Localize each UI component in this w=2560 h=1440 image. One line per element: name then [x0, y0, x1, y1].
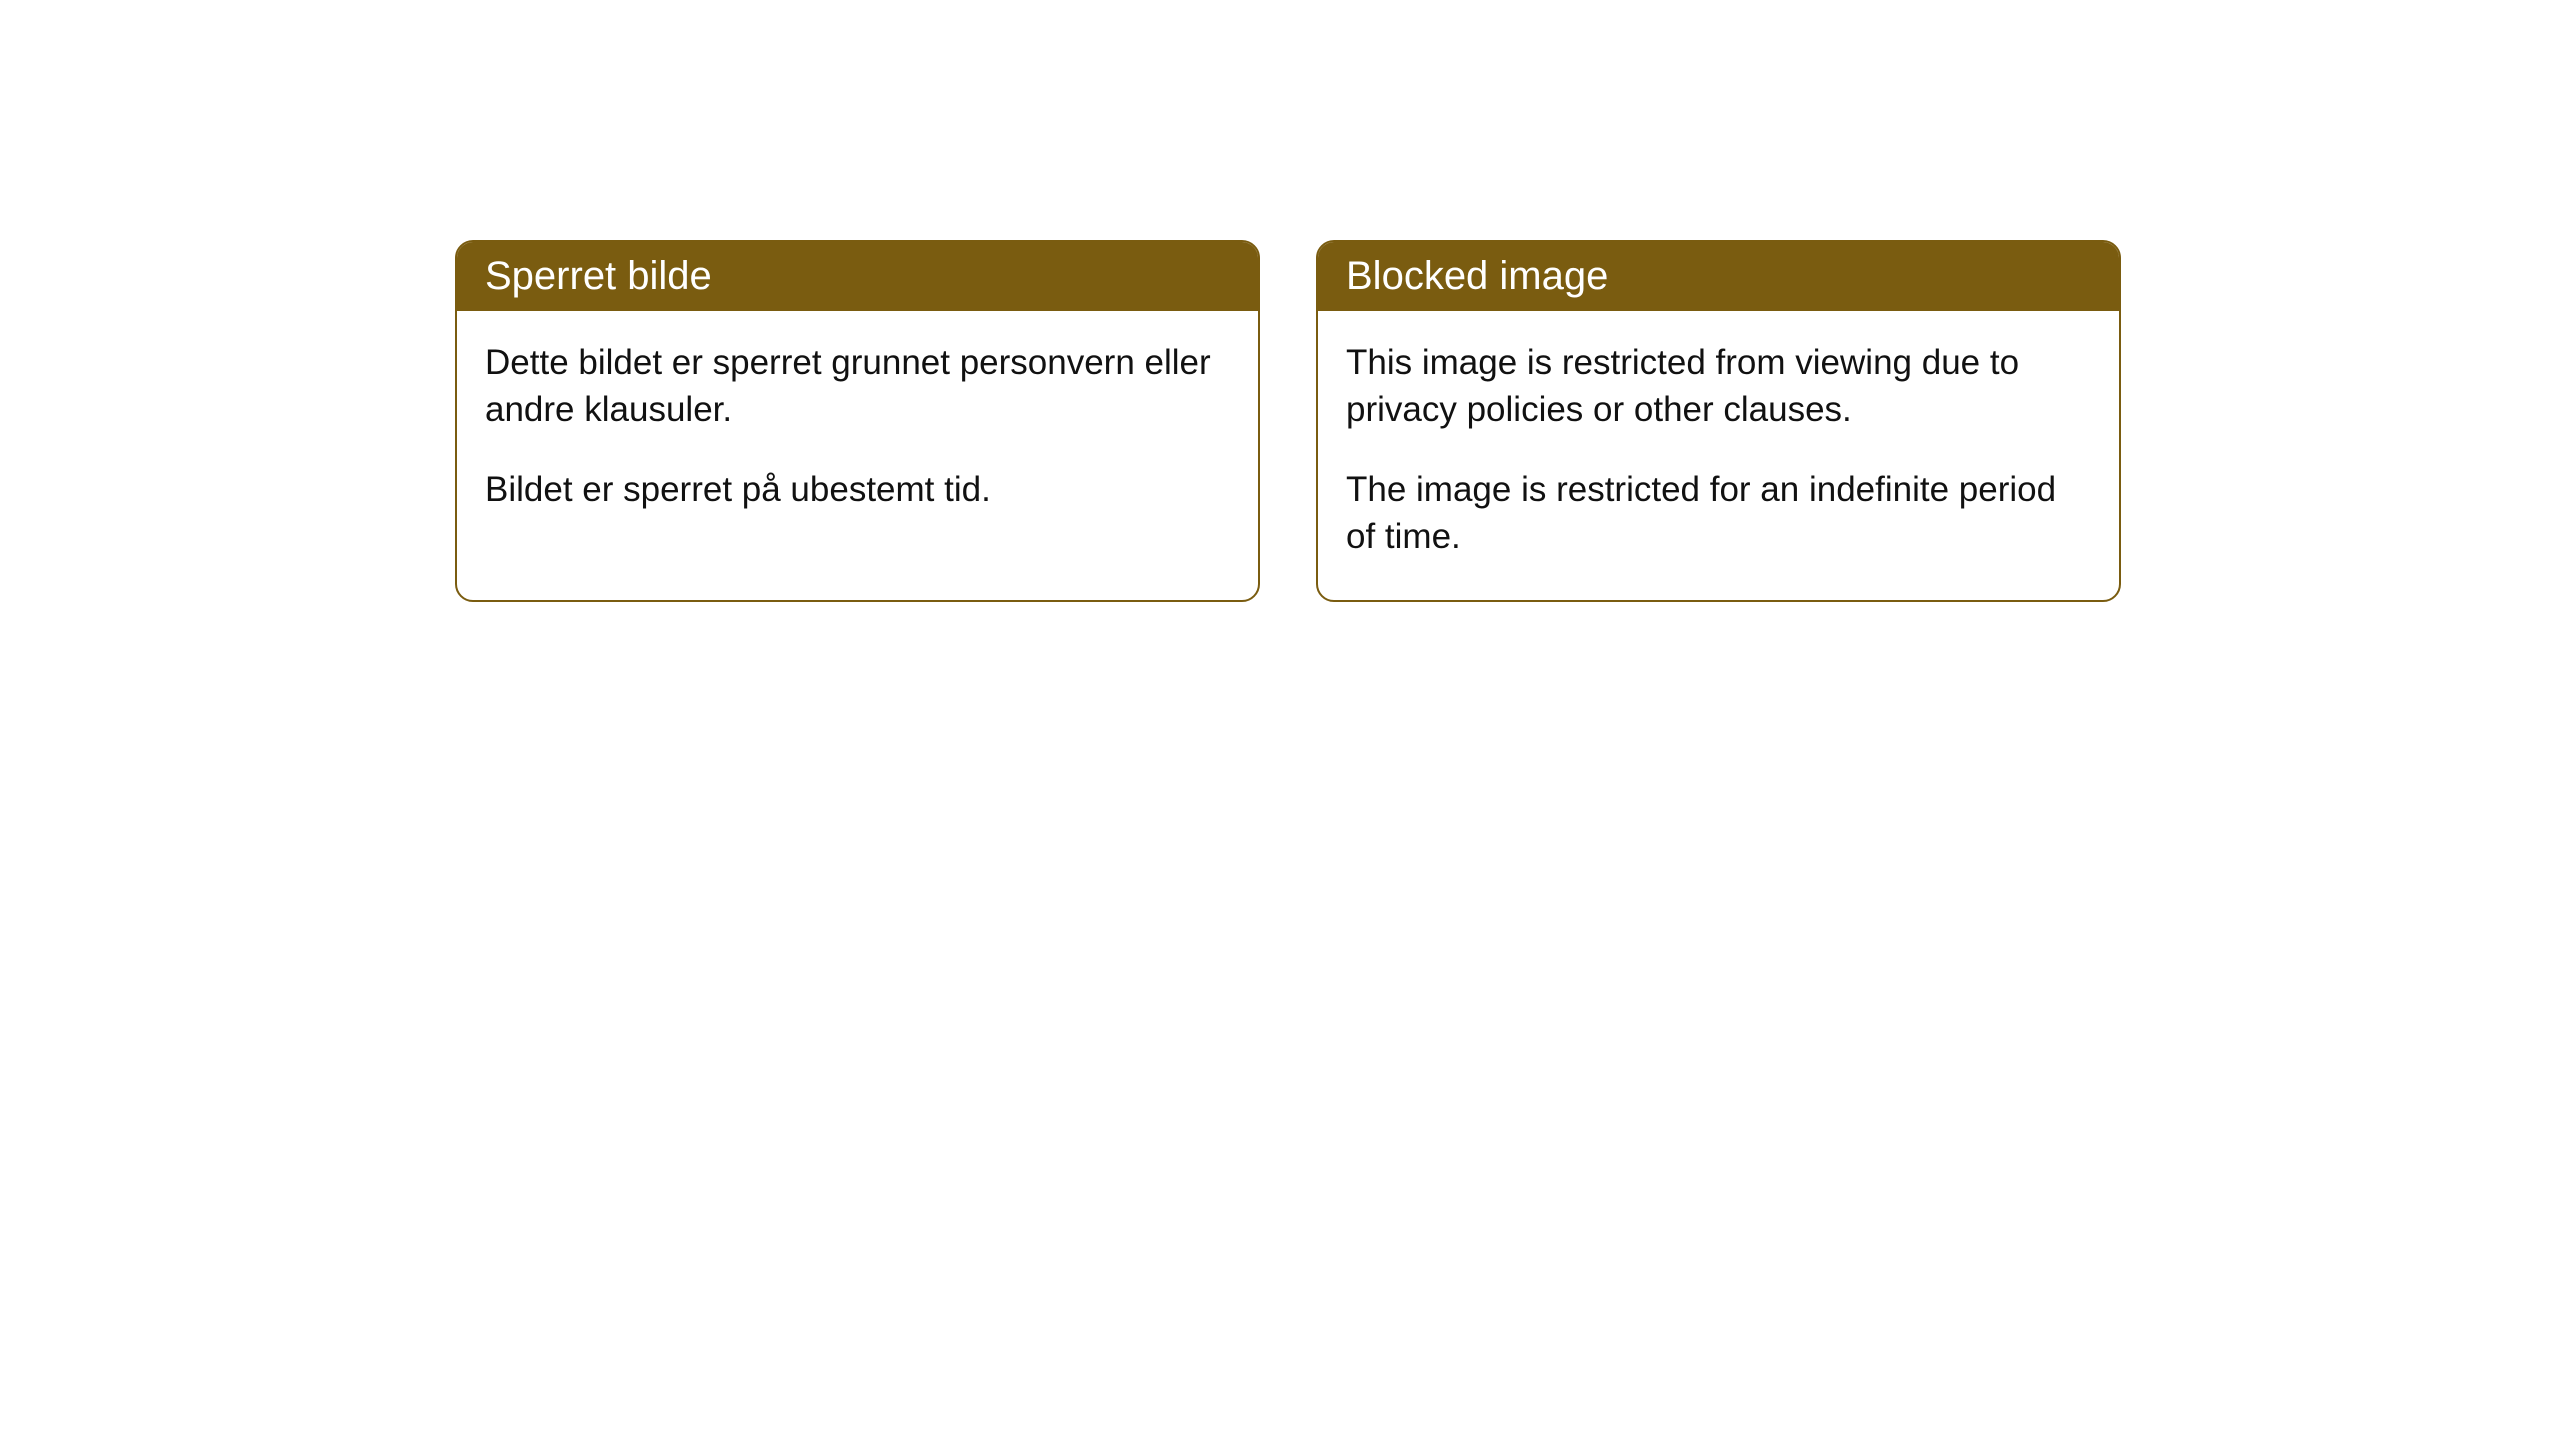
card-english: Blocked image This image is restricted f…	[1316, 240, 2121, 602]
card-title-en: Blocked image	[1318, 242, 2119, 311]
card-body-en: This image is restricted from viewing du…	[1318, 311, 2119, 600]
card-title-no: Sperret bilde	[457, 242, 1258, 311]
card-text-no-2: Bildet er sperret på ubestemt tid.	[485, 466, 1230, 513]
card-body-no: Dette bildet er sperret grunnet personve…	[457, 311, 1258, 553]
blocked-image-notice: Sperret bilde Dette bildet er sperret gr…	[455, 240, 2560, 602]
card-norwegian: Sperret bilde Dette bildet er sperret gr…	[455, 240, 1260, 602]
card-text-en-1: This image is restricted from viewing du…	[1346, 339, 2091, 434]
card-text-no-1: Dette bildet er sperret grunnet personve…	[485, 339, 1230, 434]
card-text-en-2: The image is restricted for an indefinit…	[1346, 466, 2091, 561]
